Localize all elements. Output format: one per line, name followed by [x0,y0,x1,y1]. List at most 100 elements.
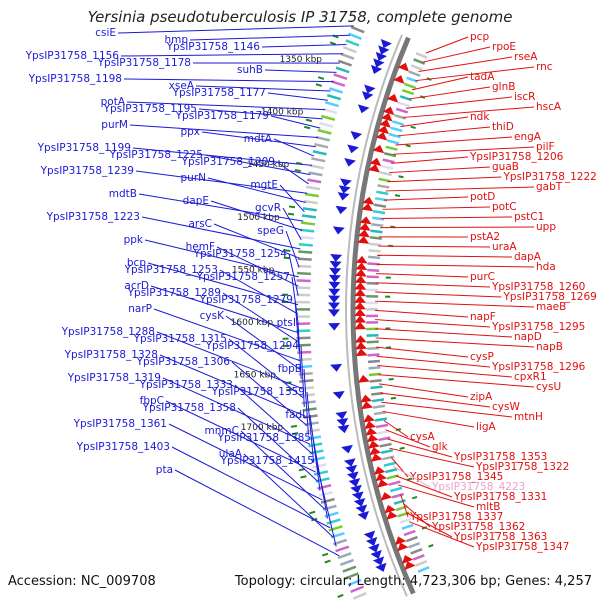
feature-stripe [368,366,381,370]
forward-gene-arrow [328,274,341,283]
forward-gene-arrow [364,84,376,94]
reverse-gene-arrow [401,555,414,564]
feature-stripe [373,203,387,208]
feature-stripe [326,94,342,101]
feature-stripe [413,58,426,65]
forward-connector [171,446,331,529]
feature-stripe [392,120,405,126]
forward-gene-label: csiE [95,27,116,39]
forward-connector [288,253,299,296]
forward-gene-label: YpsIP31758_1177 [172,87,266,99]
reverse-connector [405,96,513,109]
forward-connector [126,101,326,111]
feature-stripe [375,423,389,429]
forward-gene-label: YpsIP31758_1315 [133,333,227,345]
reverse-gene-label: iscR [514,91,535,103]
reverse-connector [393,466,431,488]
reverse-gene-arrow [375,472,388,482]
forward-connector [132,147,313,166]
feature-stripe [381,164,394,170]
forward-gene-arrow [370,549,382,559]
forward-gene-arrow [368,543,380,553]
reverse-gene-arrow [404,561,416,571]
forward-connector [267,92,328,101]
forward-connector [279,184,305,213]
gc-tick [405,144,411,148]
forward-gene-arrow [335,205,348,215]
reverse-gene-arrow [358,222,371,231]
gc-tick [398,175,404,179]
feature-stripe [298,250,313,254]
reverse-connector [383,420,409,438]
reverse-connector [391,156,469,164]
reverse-gene-arrow [354,282,367,290]
forward-gene-arrow [347,144,359,154]
reverse-gene-label: upp [536,221,556,233]
feature-stripe [379,442,392,448]
forward-gene-label: purN [181,172,207,184]
reverse-gene-label: maeB [536,301,566,313]
gc-tick [303,125,311,130]
feature-stripe [390,126,403,133]
feature-stripe [331,80,346,87]
gc-tick [428,543,434,548]
reverse-gene-arrow [361,401,373,410]
reverse-connector [389,166,491,174]
feature-stripe [342,46,357,54]
reverse-connector [374,309,469,318]
reverse-connector [376,263,535,268]
feature-stripe [393,499,406,505]
forward-gene-label: fadL [285,409,308,421]
forward-gene-arrow [328,281,341,290]
reverse-connector [397,126,491,137]
reverse-gene-label: YpsIP31758_1331 [453,491,547,503]
reverse-gene-label: pilF [536,141,555,153]
forward-connector [138,193,304,222]
forward-gene-arrow [348,478,361,487]
feature-stripe [412,554,425,561]
reverse-connector [411,76,469,91]
reverse-gene-label: purC [470,271,495,283]
reverse-gene-label: rnc [536,61,553,73]
feature-stripe [410,64,423,71]
feature-stripe [401,523,414,530]
gc-tick [317,76,325,80]
forward-gene-label: hmp [164,34,188,46]
forward-gene-arrow [332,226,345,235]
feature-stripe [352,592,367,600]
reverse-gene-label: pstA2 [470,231,500,243]
forward-connector [189,34,351,41]
gc-tick [315,83,322,87]
feature-stripe [315,135,330,142]
feature-stripe [385,467,398,474]
reverse-connector [418,56,513,72]
feature-stripe [369,378,382,383]
forward-gene-arrow [332,390,345,400]
feature-stripe [300,221,316,226]
feature-stripe [302,407,317,412]
forward-gene-arrow [328,288,341,297]
feature-stripe [377,430,390,435]
forward-connector [294,299,300,352]
forward-gene-arrow [329,267,342,276]
forward-connector [300,345,305,408]
reverse-gene-arrow [363,414,375,423]
forward-gene-arrow [351,491,364,501]
forward-connector [228,338,304,399]
feature-stripe [417,566,430,573]
feature-stripe [383,461,396,467]
reverse-gene-arrow [377,125,389,135]
forward-gene-arrow [345,464,358,474]
feature-stripe [399,95,413,102]
feature-stripe [395,107,409,114]
feature-stripe [376,190,389,196]
scale-label: 1450 kbp [247,160,290,170]
reverse-gene-label: YpsIP31758_1322 [475,461,569,473]
forward-gene-arrow [375,562,387,572]
reverse-gene-arrow [394,536,407,546]
reverse-gene-label: napD [514,331,542,343]
reverse-connector [375,337,535,348]
reverse-gene-arrow [362,196,375,205]
feature-stripe [313,470,329,476]
forward-gene-arrow [375,51,387,62]
